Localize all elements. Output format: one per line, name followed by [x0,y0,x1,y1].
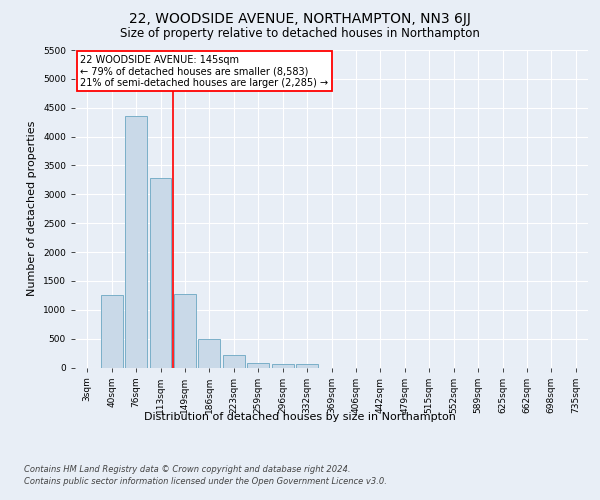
Bar [199,339,220,368]
Bar [125,116,147,368]
Text: 22, WOODSIDE AVENUE, NORTHAMPTON, NN3 6JJ: 22, WOODSIDE AVENUE, NORTHAMPTON, NN3 6J… [129,12,471,26]
Bar [223,355,245,368]
Text: Contains public sector information licensed under the Open Government Licence v3: Contains public sector information licen… [24,478,387,486]
Text: Distribution of detached houses by size in Northampton: Distribution of detached houses by size … [144,412,456,422]
Bar [101,296,122,368]
Bar [149,178,172,368]
Bar [247,362,269,368]
Text: Contains HM Land Registry data © Crown copyright and database right 2024.: Contains HM Land Registry data © Crown c… [24,465,350,474]
Bar [174,294,196,368]
Text: Size of property relative to detached houses in Northampton: Size of property relative to detached ho… [120,28,480,40]
Bar [296,364,318,368]
Y-axis label: Number of detached properties: Number of detached properties [28,121,37,296]
Text: 22 WOODSIDE AVENUE: 145sqm
← 79% of detached houses are smaller (8,583)
21% of s: 22 WOODSIDE AVENUE: 145sqm ← 79% of deta… [80,55,328,88]
Bar [272,364,293,368]
